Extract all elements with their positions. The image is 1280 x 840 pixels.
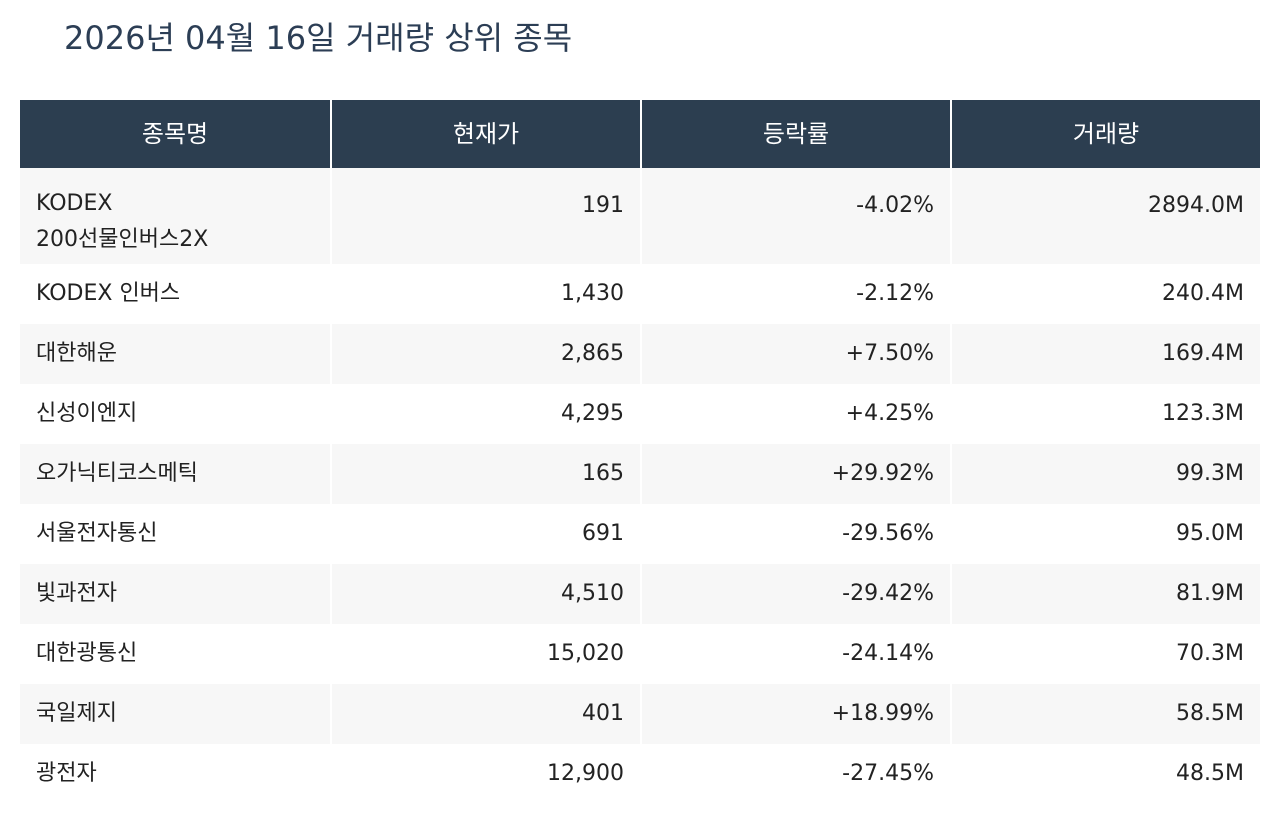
stock-change-rate: -4.02%	[640, 168, 950, 264]
stock-price: 1,430	[330, 264, 640, 324]
stock-name-line: 200선물인버스2X	[36, 227, 209, 252]
table-header: 종목명 현재가 등락률 거래량	[20, 100, 1260, 168]
stock-change-rate: -24.14%	[640, 624, 950, 684]
stock-name: 대한광통신	[20, 624, 330, 684]
stock-price: 12,900	[330, 744, 640, 804]
stock-price: 191	[330, 168, 640, 264]
stock-volume: 58.5M	[950, 684, 1260, 744]
column-header-volume[interactable]: 거래량	[950, 100, 1260, 168]
table-row[interactable]: 신성이엔지 4,295 +4.25% 123.3M	[20, 384, 1260, 444]
stock-name-line: KODEX	[36, 191, 113, 216]
stock-change-rate: +4.25%	[640, 384, 950, 444]
page-title: 2026년 04월 16일 거래량 상위 종목	[64, 19, 573, 57]
stock-volume: 70.3M	[950, 624, 1260, 684]
stock-price: 401	[330, 684, 640, 744]
stock-price: 4,295	[330, 384, 640, 444]
table-row[interactable]: KODEX 인버스 1,430 -2.12% 240.4M	[20, 264, 1260, 324]
stock-name: KODEX 인버스	[20, 264, 330, 324]
stock-price: 4,510	[330, 564, 640, 624]
table-row[interactable]: 광전자 12,900 -27.45% 48.5M	[20, 744, 1260, 804]
column-header-price[interactable]: 현재가	[330, 100, 640, 168]
table-row[interactable]: 국일제지 401 +18.99% 58.5M	[20, 684, 1260, 744]
stock-volume: 81.9M	[950, 564, 1260, 624]
stock-change-rate: +29.92%	[640, 444, 950, 504]
stock-change-rate: -29.56%	[640, 504, 950, 564]
stock-price: 2,865	[330, 324, 640, 384]
stock-name: KODEX 200선물인버스2X	[20, 168, 330, 264]
stock-price: 15,020	[330, 624, 640, 684]
stock-volume: 48.5M	[950, 744, 1260, 804]
stock-name: 서울전자통신	[20, 504, 330, 564]
stock-volume: 240.4M	[950, 264, 1260, 324]
stock-volume: 169.4M	[950, 324, 1260, 384]
stock-name: 오가닉티코스메틱	[20, 444, 330, 504]
table-row[interactable]: 빛과전자 4,510 -29.42% 81.9M	[20, 564, 1260, 624]
stock-change-rate: +18.99%	[640, 684, 950, 744]
table-row[interactable]: 대한광통신 15,020 -24.14% 70.3M	[20, 624, 1260, 684]
stock-volume: 95.0M	[950, 504, 1260, 564]
stock-name: 신성이엔지	[20, 384, 330, 444]
column-header-name[interactable]: 종목명	[20, 100, 330, 168]
volume-ranking-table: 종목명 현재가 등락률 거래량 KODEX 200선물인버스2X 191 -4.…	[20, 100, 1260, 804]
table-body: KODEX 200선물인버스2X 191 -4.02% 2894.0M KODE…	[20, 168, 1260, 804]
stock-price: 165	[330, 444, 640, 504]
stock-volume: 99.3M	[950, 444, 1260, 504]
stock-change-rate: -2.12%	[640, 264, 950, 324]
table-row[interactable]: 대한해운 2,865 +7.50% 169.4M	[20, 324, 1260, 384]
stock-volume: 123.3M	[950, 384, 1260, 444]
table-row[interactable]: 서울전자통신 691 -29.56% 95.0M	[20, 504, 1260, 564]
stock-name: 국일제지	[20, 684, 330, 744]
table-row[interactable]: 오가닉티코스메틱 165 +29.92% 99.3M	[20, 444, 1260, 504]
table-row[interactable]: KODEX 200선물인버스2X 191 -4.02% 2894.0M	[20, 168, 1260, 264]
stock-name: 빛과전자	[20, 564, 330, 624]
stock-change-rate: +7.50%	[640, 324, 950, 384]
stock-price: 691	[330, 504, 640, 564]
stock-change-rate: -29.42%	[640, 564, 950, 624]
stock-name: 대한해운	[20, 324, 330, 384]
stock-volume: 2894.0M	[950, 168, 1260, 264]
stock-name: 광전자	[20, 744, 330, 804]
stock-change-rate: -27.45%	[640, 744, 950, 804]
column-header-change[interactable]: 등락률	[640, 100, 950, 168]
